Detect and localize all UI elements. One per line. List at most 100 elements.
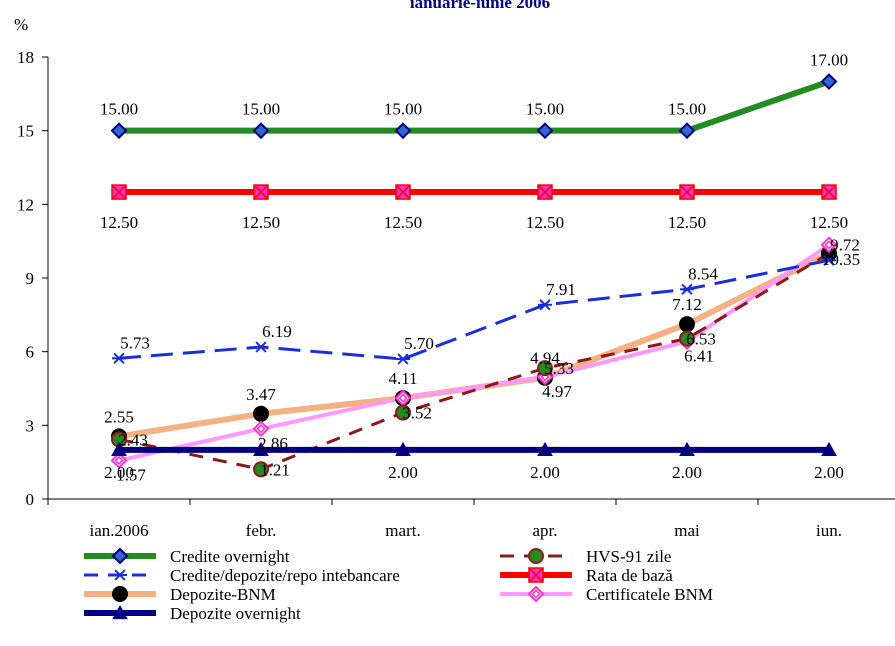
data-point [536,122,554,140]
data-label: 3.47 [246,385,276,404]
data-point [254,341,268,353]
marker-shape [111,547,129,565]
data-label: 7.91 [546,280,576,299]
marker-shape [820,236,838,254]
marker-shape [252,122,270,140]
legend-marker [112,586,128,602]
marker-shape [114,455,124,466]
marker-shape [820,73,838,90]
marker-shape [253,184,269,200]
data-point [111,184,127,200]
data-point [821,441,837,456]
data-label: 2.86 [258,434,288,453]
y-axis-label: % [14,15,28,34]
marker-shape [114,569,126,581]
marker-shape [824,240,834,250]
legend-label: Credite overnight [170,547,290,566]
data-labels: 15.00 15.00 15.00 15.00 15.00 17.00 2.43 1.21 3.… [100,51,860,485]
data-label: 6.41 [684,347,714,366]
data-label: 4.11 [388,369,417,388]
data-point [253,405,269,422]
data-point [680,283,694,295]
data-point [820,73,838,90]
marker-shape [528,567,544,583]
marker-shape [255,341,267,353]
marker-shape [823,254,835,266]
marker-shape [678,122,696,140]
data-label: 4.97 [542,382,572,401]
data-point [821,184,837,200]
marker-shape [397,353,409,365]
legend-label: Credite/depozite/repo intebancare [170,566,400,585]
legend-label: Depozite overnight [170,604,301,623]
data-point [394,122,412,140]
data-point [252,420,270,438]
series-line-1 [118,252,830,471]
legend: Credite overnight HVS-91 zile Credite/depo… [84,547,713,623]
data-label: 6.53 [686,330,716,349]
legend-label: Depozite-BNM [170,585,276,604]
y-tick-label: 12 [17,195,34,214]
data-point [537,441,553,456]
series-line-2 [118,258,830,361]
data-label: 2.00 [814,463,844,482]
y-tick-label: 15 [17,122,34,141]
data-point [395,404,411,421]
data-label: 2.00 [104,463,134,482]
data-point [253,184,269,200]
legend-marker [527,585,545,603]
marker-shape [252,420,270,438]
x-tick-label: apr. [532,521,557,540]
data-label: 5.70 [404,334,434,353]
legend-marker [112,604,128,620]
marker-shape [537,184,553,200]
y-tick-label: 0 [26,490,35,509]
series-layer [110,73,838,478]
data-point [111,441,127,456]
marker-shape [395,441,411,456]
data-point [253,461,269,478]
data-label: 12.50 [526,213,564,232]
data-label: 12.50 [242,213,280,232]
data-label: 15.00 [526,100,564,119]
data-point [678,122,696,140]
marker-shape [679,184,695,200]
data-label: 12.50 [100,213,138,232]
data-label: 10.35 [822,250,860,269]
marker-shape [112,604,128,620]
axes: 0 3 6 9 12 15 18 ian.2006 febr. mart. apr. mai iun. [17,48,895,540]
data-label: 2.43 [118,430,148,449]
marker-shape [679,330,695,347]
data-label: 12.50 [810,213,848,232]
x-tick-label: ian.2006 [89,521,148,540]
data-point [395,441,411,456]
marker-shape [111,184,127,200]
marker-shape [398,393,408,403]
y-tick-label: 3 [26,416,35,435]
marker-shape [395,404,411,421]
marker-shape [679,441,695,456]
data-point [822,254,836,266]
marker-shape [111,441,127,456]
data-label: 4.94 [530,349,560,368]
data-label: 15.00 [384,100,422,119]
data-point [820,236,838,254]
data-label: 6.19 [262,322,292,341]
series-line-5 [118,243,831,463]
data-label: 12.50 [668,213,706,232]
marker-shape [527,585,545,603]
data-label: 7.12 [672,295,702,314]
data-label: 1.57 [116,465,146,484]
marker-shape [394,122,412,140]
marker-shape [821,441,837,456]
marker-shape [256,424,266,434]
legend-label: HVS-91 zile [586,547,671,566]
data-point [679,330,695,347]
data-label: 2.00 [530,463,560,482]
marker-shape [253,441,269,456]
marker-shape [395,184,411,200]
data-label: 2.00 [388,463,418,482]
data-point [538,299,552,311]
marker-shape [531,589,541,599]
